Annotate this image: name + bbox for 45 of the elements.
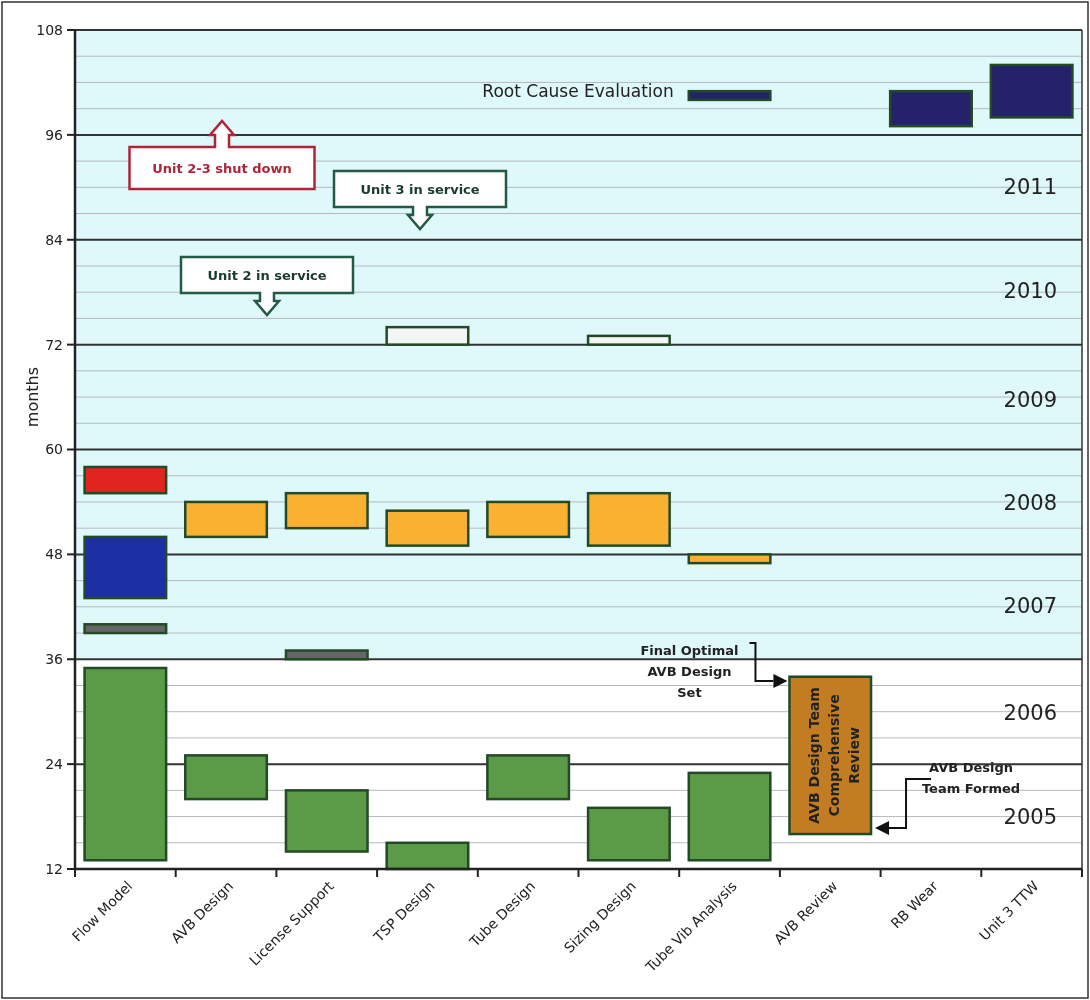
y-tick-label: 24 (45, 756, 64, 773)
y-tick-label: 36 (45, 651, 64, 668)
y-tick-label: 12 (45, 860, 63, 877)
y-tick-label: 96 (45, 126, 64, 143)
y-axis-title: months (23, 366, 42, 428)
annotation: 2007 (1003, 594, 1057, 619)
bar (284, 649, 369, 661)
y-tick-label: 72 (45, 336, 63, 353)
bar (687, 553, 772, 565)
annotation: 2010 (1003, 279, 1057, 304)
bar (486, 500, 571, 539)
bar (586, 334, 671, 346)
annotation: Final Optimal AVB Design Set (640, 643, 739, 700)
bar (284, 789, 369, 853)
annotation: Root Cause Evaluation (482, 81, 674, 102)
bar (83, 465, 168, 495)
bar (184, 500, 269, 539)
annotation: 2011 (1003, 175, 1057, 200)
annotation: Unit 2 in service (207, 267, 327, 283)
annotation: 2006 (1003, 701, 1057, 726)
annotation: Unit 3 in service (360, 181, 480, 197)
annotation: AVB Design Team Comprehensive Review (806, 687, 863, 824)
bar (83, 666, 168, 862)
bar (385, 841, 470, 871)
bar (184, 754, 269, 801)
bar (385, 325, 470, 346)
y-tick-label: 48 (45, 546, 63, 563)
bar (687, 89, 772, 102)
annotation: 2008 (1003, 491, 1057, 516)
annotation: 2005 (1003, 805, 1057, 830)
bar (385, 509, 470, 547)
y-tick-label: 84 (45, 231, 64, 248)
bar (586, 806, 671, 862)
bar (989, 63, 1074, 119)
bar (888, 89, 973, 128)
bar (83, 535, 168, 600)
bar (284, 491, 369, 530)
bar (83, 623, 168, 635)
y-tick-label: 108 (36, 21, 63, 38)
bar (486, 754, 571, 801)
bar (586, 491, 671, 547)
y-tick-label: 60 (45, 441, 63, 458)
annotation: Unit 2-3 shut down (152, 160, 292, 176)
annotation: 2009 (1003, 388, 1057, 413)
bar (687, 771, 772, 862)
